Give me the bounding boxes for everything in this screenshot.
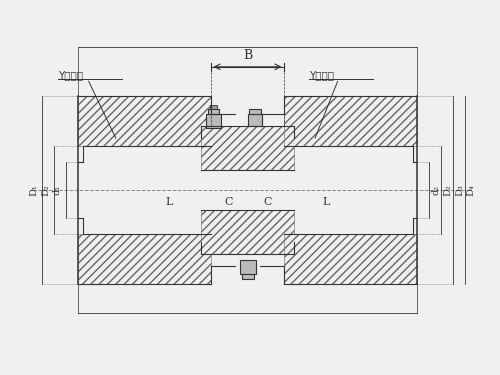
Text: D₂: D₂: [41, 184, 50, 196]
Bar: [240, 260, 256, 274]
Bar: [249, 109, 261, 114]
Text: L: L: [322, 197, 330, 207]
Text: d₁: d₁: [53, 185, 62, 195]
Bar: [242, 274, 254, 279]
Bar: [78, 96, 210, 146]
Bar: [284, 96, 418, 146]
Bar: [284, 234, 418, 284]
Text: D₃: D₃: [455, 184, 464, 196]
Text: B: B: [243, 49, 252, 62]
Bar: [210, 105, 218, 109]
Text: C: C: [224, 197, 232, 207]
Bar: [248, 114, 262, 126]
Text: Y型轴孔: Y型轴孔: [58, 70, 83, 80]
Text: D₂: D₂: [443, 184, 452, 196]
Text: D₄: D₄: [466, 184, 475, 196]
Text: C: C: [264, 197, 272, 207]
Bar: [78, 234, 210, 284]
Text: d₂: d₂: [432, 185, 440, 195]
Text: D₁: D₁: [29, 184, 38, 196]
Bar: [200, 126, 294, 170]
Text: L: L: [165, 197, 172, 207]
Bar: [208, 109, 220, 114]
Bar: [200, 210, 294, 254]
Text: Y型轴孔: Y型轴孔: [309, 70, 334, 80]
Bar: [206, 114, 222, 128]
